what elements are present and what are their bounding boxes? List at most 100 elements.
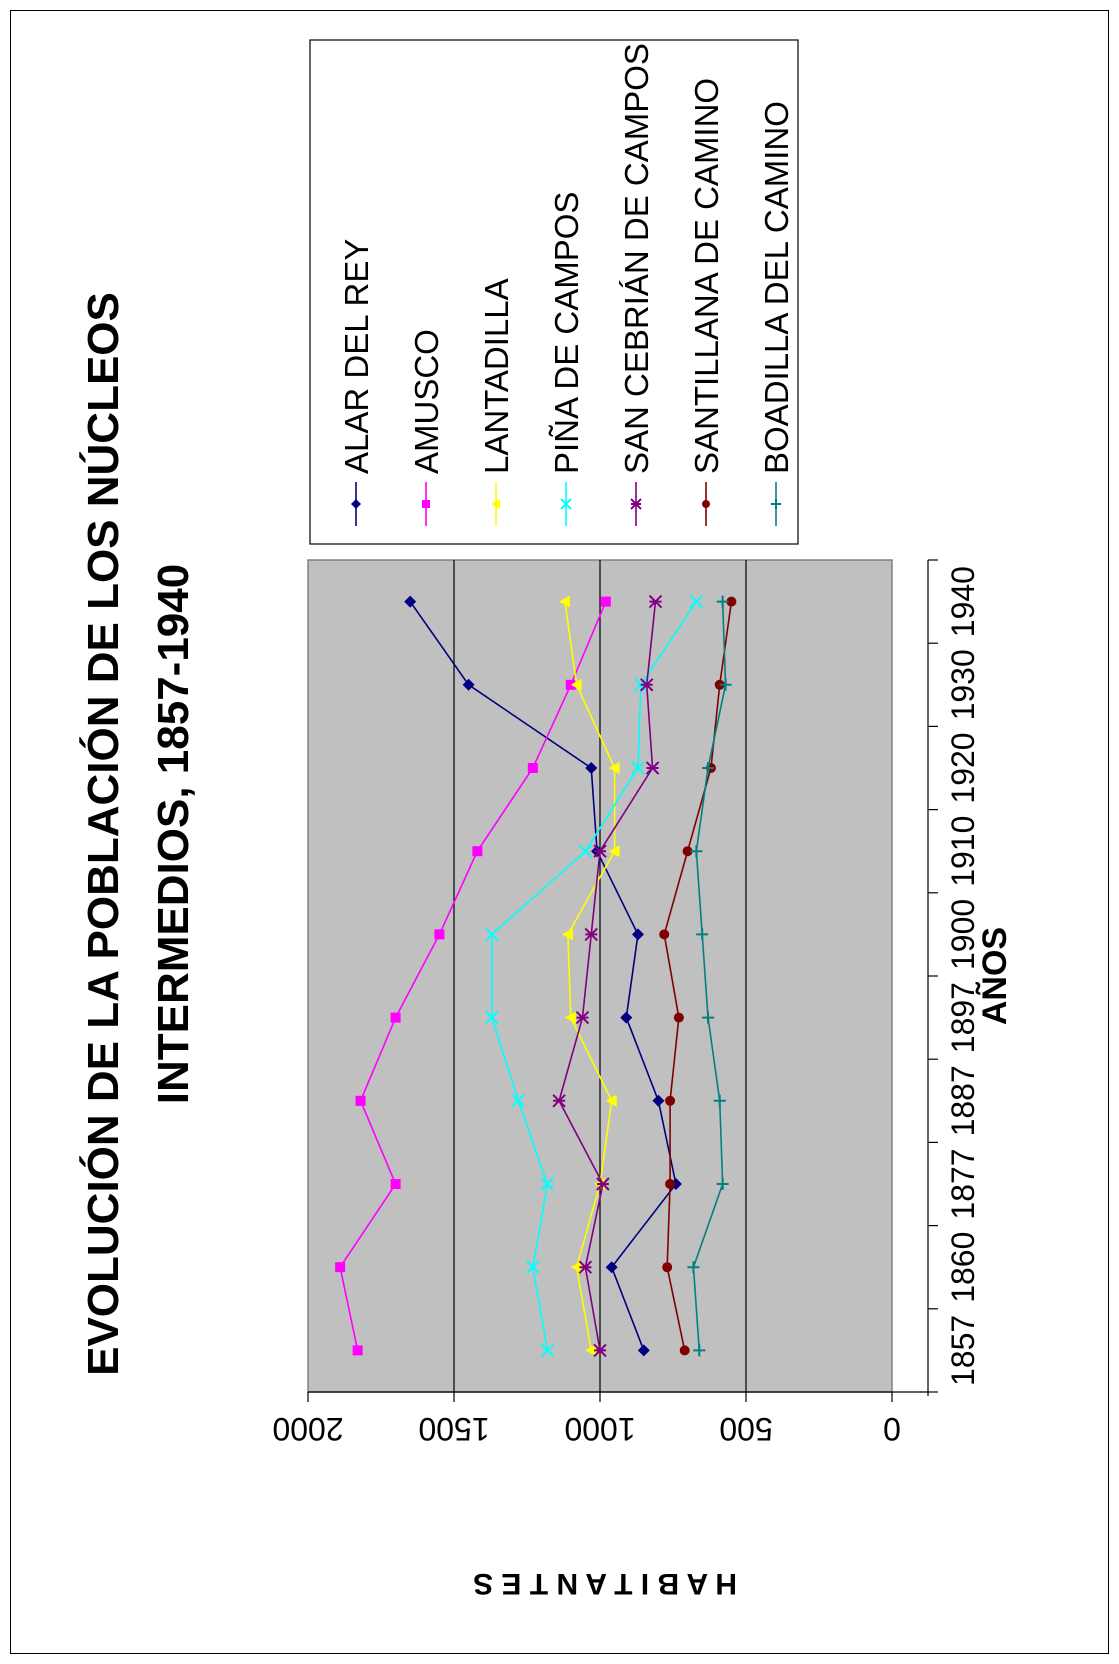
data-point [716,595,729,608]
data-point [631,761,645,775]
y-tick-label: 1500 [418,1411,489,1447]
data-point [645,761,660,775]
data-point [631,928,644,941]
data-point [526,1260,540,1274]
y-axis-label: H A B I T A N T E S [473,1567,737,1600]
legend-item: ALAR DEL REY [338,239,375,526]
data-point [713,1094,726,1107]
data-point [696,928,709,941]
data-point [335,1262,346,1273]
data-point [390,1012,401,1023]
x-axis-label: AÑOS [976,927,1014,1025]
data-point [593,1343,607,1358]
y-tick-label: 1000 [564,1411,635,1447]
series-pi-a-de-campos [485,594,704,1358]
legend-label: SAN CEBRIÁN DE CAMPOS [618,43,655,474]
data-point [679,1345,690,1356]
data-point [605,1094,617,1107]
legend-box [309,39,799,545]
x-tick-label: 1857 [945,1315,981,1386]
data-point [673,1012,684,1023]
x-tick-label: 1877 [945,1148,981,1219]
data-point [693,1344,706,1357]
data-point [355,1095,366,1106]
data-point [585,762,598,774]
series-santillana-de-camino [659,596,737,1356]
data-point [608,845,620,858]
x-tick-label: 1920 [945,732,981,803]
data-point [561,928,573,941]
series-boadilla-del-camino [687,595,732,1357]
legend-item: BOADILLA DEL CAMINO [758,101,795,526]
data-point [726,596,737,607]
data-point [596,1177,610,1191]
data-point [575,1010,590,1025]
data-point [578,844,593,858]
data-point [702,762,715,774]
series-line [564,601,616,1351]
data-point [434,929,445,940]
x-tick-label: 1930 [945,649,981,720]
data-point [702,500,710,508]
data-point [472,846,483,857]
series-lantadilla [558,595,620,1357]
data-point [491,499,500,509]
data-point [608,762,620,774]
data-point [558,595,570,608]
data-point [593,844,607,858]
legend-label: AMUSCO [408,329,445,474]
data-point [462,678,475,691]
legend-item: SANTILLANA DE CAMINO [688,78,725,526]
legend-label: SANTILLANA DE CAMINO [688,78,725,474]
legend-item: SAN CEBRIÁN DE CAMPOS [618,43,655,526]
legend-label: BOADILLA DEL CAMINO [758,101,795,474]
data-point [620,1011,633,1024]
data-point [640,678,654,692]
data-point [648,594,663,609]
data-point [682,846,693,857]
data-point [552,1094,566,1108]
data-point [352,1345,363,1356]
series-line [491,601,698,1351]
data-point [585,1344,597,1357]
data-point [662,1262,673,1273]
data-point [351,499,361,509]
data-point [390,1179,401,1189]
data-point [485,1010,499,1025]
x-tick-label: 1897 [945,982,981,1053]
data-point [564,1011,576,1024]
data-point [578,1260,593,1274]
legend-item: LANTADILLA [478,278,515,526]
data-point [560,498,572,510]
data-point [570,678,582,691]
data-point [570,1261,582,1274]
x-tick-label: 1910 [945,816,981,887]
data-point [687,1261,700,1274]
data-point [422,500,430,508]
series-line [558,601,657,1351]
data-point [689,594,704,609]
data-point [716,1178,729,1190]
data-point [540,1343,555,1358]
series-line [409,601,677,1351]
chart-title-line2: INTERMEDIOS, 1857-1940 [149,564,198,1104]
data-point [630,498,642,510]
legend-item: AMUSCO [408,329,445,526]
legend-label: ALAR DEL REY [338,239,375,474]
data-point [485,927,499,942]
data-point [511,1094,525,1108]
data-point [527,763,538,773]
series-line [663,601,733,1351]
x-tick-label: 1860 [945,1232,981,1303]
data-point [771,499,781,509]
y-tick-label: 500 [719,1411,772,1447]
chart-title-line1: EVOLUCIÓN DE LA POBLACIÓN DE LOS NÚCLEOS [78,292,128,1376]
data-point [404,595,417,608]
data-point [719,678,732,691]
data-point [665,1179,676,1189]
data-point [665,1095,676,1106]
y-tick-label: 2000 [272,1411,343,1447]
legend-label: LANTADILLA [478,278,515,474]
x-tick-label: 1900 [945,899,981,970]
